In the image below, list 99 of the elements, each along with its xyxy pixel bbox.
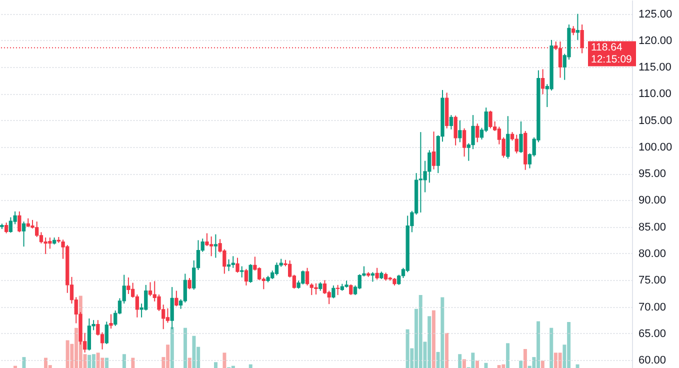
- y-tick-label: 80.00: [638, 248, 666, 260]
- bar: [558, 352, 562, 368]
- y-tick-label: 110.00: [638, 88, 672, 100]
- candlestick: [18, 210, 22, 233]
- bar: [66, 340, 70, 368]
- candlestick: [305, 267, 310, 286]
- bar: [96, 352, 100, 368]
- annotation: 12:15:09: [591, 54, 632, 66]
- candlestick: [449, 114, 454, 130]
- candlestick: [540, 68, 545, 95]
- bar: [458, 354, 462, 368]
- candlestick: [580, 24, 584, 54]
- candlestick: [22, 221, 26, 248]
- bar: [484, 362, 488, 368]
- y-tick-label: 120.00: [638, 34, 672, 47]
- y-tick-label: 75.00: [638, 274, 666, 287]
- bar: [188, 358, 192, 368]
- candlestick: [248, 264, 252, 284]
- candlestick: [375, 267, 379, 280]
- candlestick: [4, 222, 8, 234]
- candlestick: [183, 273, 187, 303]
- y-tick-label: 115.00: [638, 62, 672, 74]
- candlestick: [454, 115, 458, 146]
- candlestick: [257, 266, 262, 281]
- bar: [462, 359, 466, 368]
- candlestick: [418, 132, 423, 213]
- candlestick: [188, 277, 192, 290]
- y-tick-label: 90.00: [638, 194, 666, 207]
- bar: [432, 310, 436, 368]
- candlestick: [488, 110, 492, 129]
- y-tick-label: 100.00: [638, 141, 672, 154]
- candlestick: [576, 13, 580, 40]
- candlestick: [174, 290, 178, 307]
- candlestick: [458, 120, 462, 143]
- candlestick: [244, 268, 248, 286]
- bar: [105, 358, 109, 368]
- candlestick: [236, 257, 240, 274]
- bar: [88, 354, 92, 368]
- bar: [523, 349, 527, 368]
- y-tick-label: 85.00: [638, 221, 666, 234]
- candlestick: [148, 282, 152, 297]
- candlestick: [514, 134, 518, 154]
- bar: [550, 328, 554, 368]
- candlestick: [314, 282, 318, 296]
- candlestick: [349, 284, 353, 296]
- candlestick: [519, 120, 523, 154]
- candlestick: [109, 314, 113, 330]
- bar: [440, 297, 444, 368]
- bar: [471, 352, 475, 368]
- bar: [506, 343, 510, 368]
- candlestick: [370, 272, 375, 282]
- bar: [92, 354, 96, 368]
- bar: [22, 357, 26, 368]
- bar: [576, 364, 580, 368]
- bar: [540, 360, 544, 368]
- bar: [184, 328, 187, 368]
- bar: [476, 360, 480, 368]
- candlestick: [231, 256, 235, 268]
- candlestick: [506, 116, 510, 160]
- bar: [502, 364, 506, 368]
- candlestick: [432, 131, 436, 170]
- candlestick: [104, 321, 108, 345]
- bar: [248, 364, 252, 368]
- bar: [214, 362, 218, 368]
- candlestick: [209, 236, 214, 257]
- bar: [131, 358, 135, 368]
- candlestick: [572, 26, 576, 36]
- candlestick: [8, 216, 13, 234]
- candlestick: [274, 262, 279, 276]
- y-tick-label: 65.00: [638, 328, 666, 340]
- candlestick: [332, 284, 336, 299]
- bar: [122, 354, 126, 368]
- candlestick: [322, 280, 327, 294]
- candlestick: [214, 234, 218, 258]
- candlestick: [336, 284, 340, 296]
- candlestick: [476, 123, 480, 143]
- candlestick: [205, 232, 209, 247]
- candlestick: [471, 114, 475, 150]
- candlestick: [166, 308, 170, 324]
- bar: [445, 332, 448, 368]
- candlestick: [87, 318, 92, 351]
- bar: [418, 295, 422, 368]
- bar: [222, 352, 226, 368]
- candlestick: [126, 276, 130, 294]
- candlestick: [462, 128, 466, 158]
- bar: [406, 329, 410, 368]
- candlestick: [226, 258, 231, 272]
- y-tick-label: 125.00: [638, 8, 672, 20]
- bar: [497, 365, 501, 368]
- y-tick-label: 95.00: [638, 168, 666, 180]
- y-tick-label: 70.00: [638, 301, 666, 314]
- candlestick: [240, 266, 244, 278]
- bar: [170, 327, 174, 368]
- y-tick-label: 60.00: [638, 354, 666, 367]
- bar: [192, 336, 196, 368]
- y-tick-label: 105.00: [638, 114, 672, 127]
- bar: [44, 358, 48, 368]
- ref-line-label: 118.64: [591, 42, 622, 54]
- bar: [519, 360, 523, 368]
